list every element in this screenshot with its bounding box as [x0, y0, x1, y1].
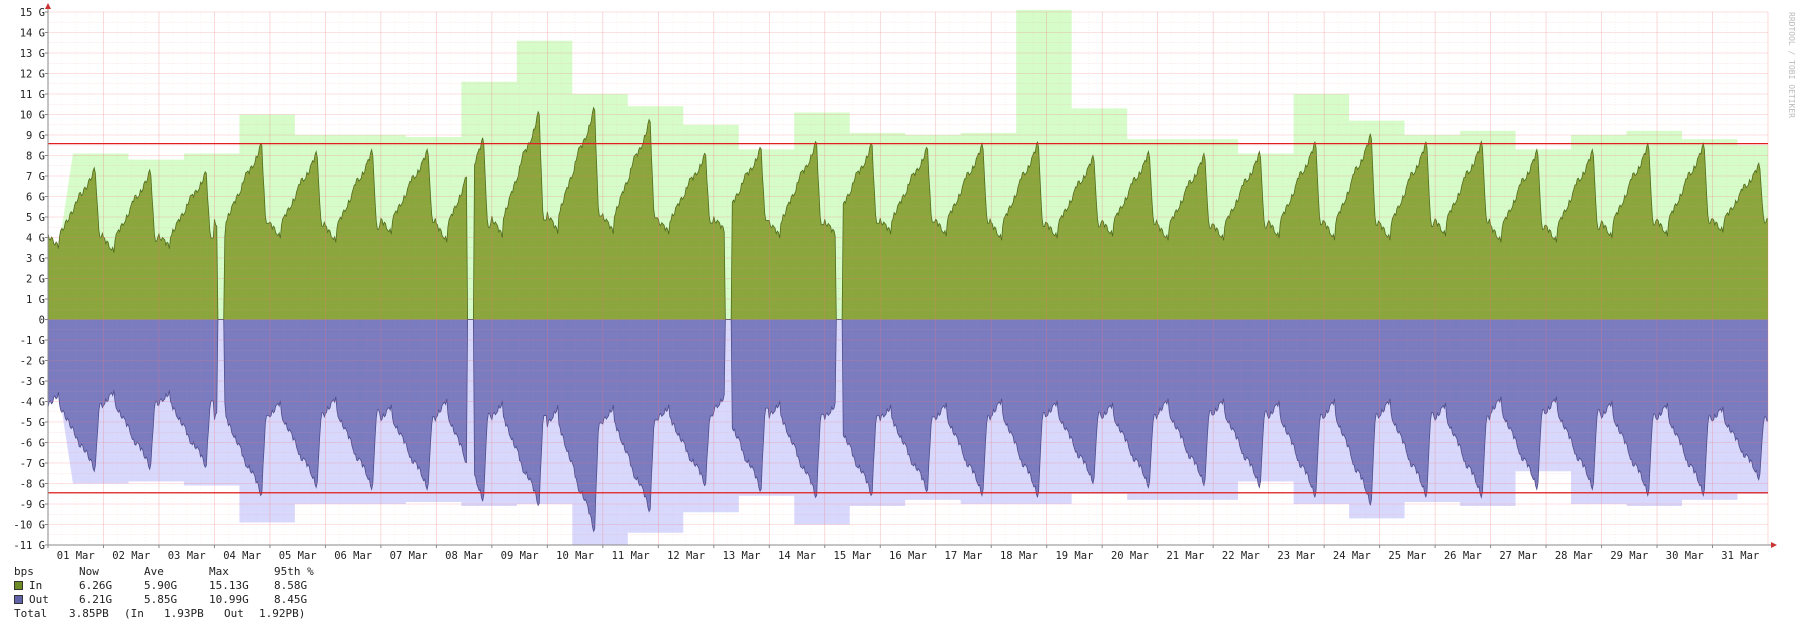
line-in: [47, 106, 1768, 320]
x-tick-label: 19 Mar: [1055, 550, 1093, 560]
y-tick-label: 13 G: [20, 48, 45, 60]
legend-out-ave: 5.85G: [144, 593, 178, 606]
legend-col-now: Now: [79, 565, 99, 578]
chart-plot: 15 G 14 G 13 G 12 G 11 G 10 G 9 G 8 G 7 G 6 G 5 G 4…: [13, 3, 1796, 560]
line-out: [47, 319, 1768, 533]
x-tick-label: 12 Mar: [667, 550, 705, 560]
rrdtool-watermark: RRDTOOL / TOBI OETIKER: [1787, 12, 1796, 118]
x-tick-label: 13 Mar: [723, 550, 761, 560]
legend-in-now: 6.26G: [79, 579, 113, 592]
legend-swatch-out: [14, 595, 23, 604]
legend-col-max: Max: [209, 565, 229, 578]
y-tick-label: -6 G: [20, 438, 45, 450]
y-tick-label: -2 G: [20, 356, 45, 368]
legend-name-in: In: [29, 579, 43, 592]
x-tick-label: 09 Mar: [501, 550, 539, 560]
y-tick-label: -11 G: [13, 540, 45, 552]
x-tick-label: 27 Mar: [1499, 550, 1537, 560]
x-tick-label: 26 Mar: [1444, 550, 1482, 560]
y-tick-label: -1 G: [20, 335, 45, 347]
area-in: [48, 107, 1768, 320]
x-axis-arrow: [1771, 542, 1777, 548]
legend-name-out: Out: [29, 593, 49, 606]
y-tick-label: -10 G: [13, 520, 45, 532]
legend-out-p95: 8.45G: [274, 593, 308, 606]
x-tick-label: 23 Mar: [1277, 550, 1315, 560]
y-tick-label: 0: [39, 315, 45, 327]
x-tick-label: 15 Mar: [834, 550, 872, 560]
traffic-chart: 15 G 14 G 13 G 12 G 11 G 10 G 9 G 8 G 7 G 6 G 5 G 4…: [13, 3, 1796, 560]
x-tick-label: 04 Mar: [223, 550, 261, 560]
y-tick-label: 11 G: [20, 89, 45, 101]
x-tick-label: 31 Mar: [1721, 550, 1759, 560]
legend-total-out-value: 1.92PB): [259, 607, 306, 620]
legend-total-value: 3.85PB: [69, 607, 109, 620]
y-tick-label: 6 G: [26, 192, 45, 204]
x-tick-label: 06 Mar: [334, 550, 372, 560]
legend-total-in-label: (In: [124, 607, 144, 620]
x-tick-label: 24 Mar: [1333, 550, 1371, 560]
x-tick-label: 11 Mar: [612, 550, 650, 560]
legend-in-p95: 8.58G: [274, 579, 308, 592]
y-tick-label: 2 G: [26, 274, 45, 286]
y-tick-label: 1 G: [26, 294, 45, 306]
y-tick-label: -9 G: [20, 499, 45, 511]
y-tick-label: -3 G: [20, 376, 45, 388]
x-tick-label: 02 Mar: [112, 550, 150, 560]
y-tick-label: -7 G: [20, 458, 45, 470]
y-tick-label: 9 G: [26, 130, 45, 142]
legend-col-p95: 95th %: [274, 565, 314, 578]
legend-total-label: Total: [14, 607, 48, 620]
legend-in-ave: 5.90G: [144, 579, 178, 592]
x-tick-label: 22 Mar: [1222, 550, 1260, 560]
y-tick-label: 14 G: [20, 28, 45, 40]
legend-total-out-label: Out: [224, 607, 244, 620]
legend-out-now: 6.21G: [79, 593, 113, 606]
y-tick-label: 7 G: [26, 171, 45, 183]
x-tick-label: 16 Mar: [889, 550, 927, 560]
x-tick-label: 05 Mar: [279, 550, 317, 560]
x-tick-label: 20 Mar: [1111, 550, 1149, 560]
y-tick-label: 10 G: [20, 110, 45, 122]
x-tick-label: 08 Mar: [445, 550, 483, 560]
x-tick-label: 03 Mar: [168, 550, 206, 560]
x-tick-label: 28 Mar: [1555, 550, 1593, 560]
x-tick-label: 21 Mar: [1166, 550, 1204, 560]
y-tick-label: -5 G: [20, 417, 45, 429]
y-tick-label: -8 G: [20, 479, 45, 491]
y-tick-label: 5 G: [26, 212, 45, 224]
x-tick-label: 25 Mar: [1388, 550, 1426, 560]
x-tick-label: 17 Mar: [945, 550, 983, 560]
y-tick-label: 15 G: [20, 7, 45, 19]
legend-out-max: 10.99G: [209, 593, 249, 606]
legend-total-in-value: 1.93PB: [164, 607, 204, 620]
y-tick-label: 4 G: [26, 233, 45, 245]
y-tick-label: -4 G: [20, 397, 45, 409]
x-tick-label: 07 Mar: [390, 550, 428, 560]
y-tick-label: 8 G: [26, 151, 45, 163]
x-tick-label: 01 Mar: [57, 550, 95, 560]
x-tick-label: 30 Mar: [1666, 550, 1704, 560]
y-tick-label: 3 G: [26, 253, 45, 265]
x-tick-label: 10 Mar: [556, 550, 594, 560]
x-tick-label: 29 Mar: [1610, 550, 1648, 560]
x-tick-label: 18 Mar: [1000, 550, 1038, 560]
legend-unit: bps: [14, 565, 34, 578]
y-tick-label: 12 G: [20, 69, 45, 81]
y-axis-arrow: [45, 3, 51, 9]
legend-col-ave: Ave: [144, 565, 164, 578]
legend-in-max: 15.13G: [209, 579, 249, 592]
area-out: [48, 319, 1768, 532]
x-tick-label: 14 Mar: [778, 550, 816, 560]
legend-swatch-in: [14, 581, 23, 590]
